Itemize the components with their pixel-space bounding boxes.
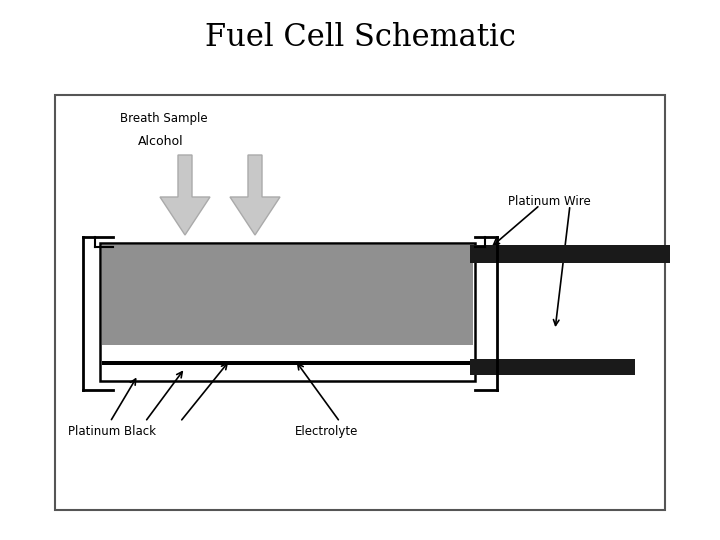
Bar bbox=[102, 245, 473, 345]
FancyArrow shape bbox=[230, 155, 280, 235]
Bar bbox=[100, 243, 475, 381]
Bar bbox=[102, 345, 473, 361]
Bar bbox=[470, 359, 635, 375]
Text: Breath Sample: Breath Sample bbox=[120, 112, 207, 125]
Bar bbox=[55, 95, 665, 510]
Text: Alcohol: Alcohol bbox=[138, 135, 184, 148]
Bar bbox=[102, 361, 473, 365]
Text: Electrolyte: Electrolyte bbox=[295, 425, 359, 438]
Bar bbox=[470, 245, 670, 263]
Text: Platinum Black: Platinum Black bbox=[68, 425, 156, 438]
Text: Platinum Wire: Platinum Wire bbox=[508, 195, 590, 208]
FancyArrow shape bbox=[160, 155, 210, 235]
Text: Fuel Cell Schematic: Fuel Cell Schematic bbox=[204, 23, 516, 53]
